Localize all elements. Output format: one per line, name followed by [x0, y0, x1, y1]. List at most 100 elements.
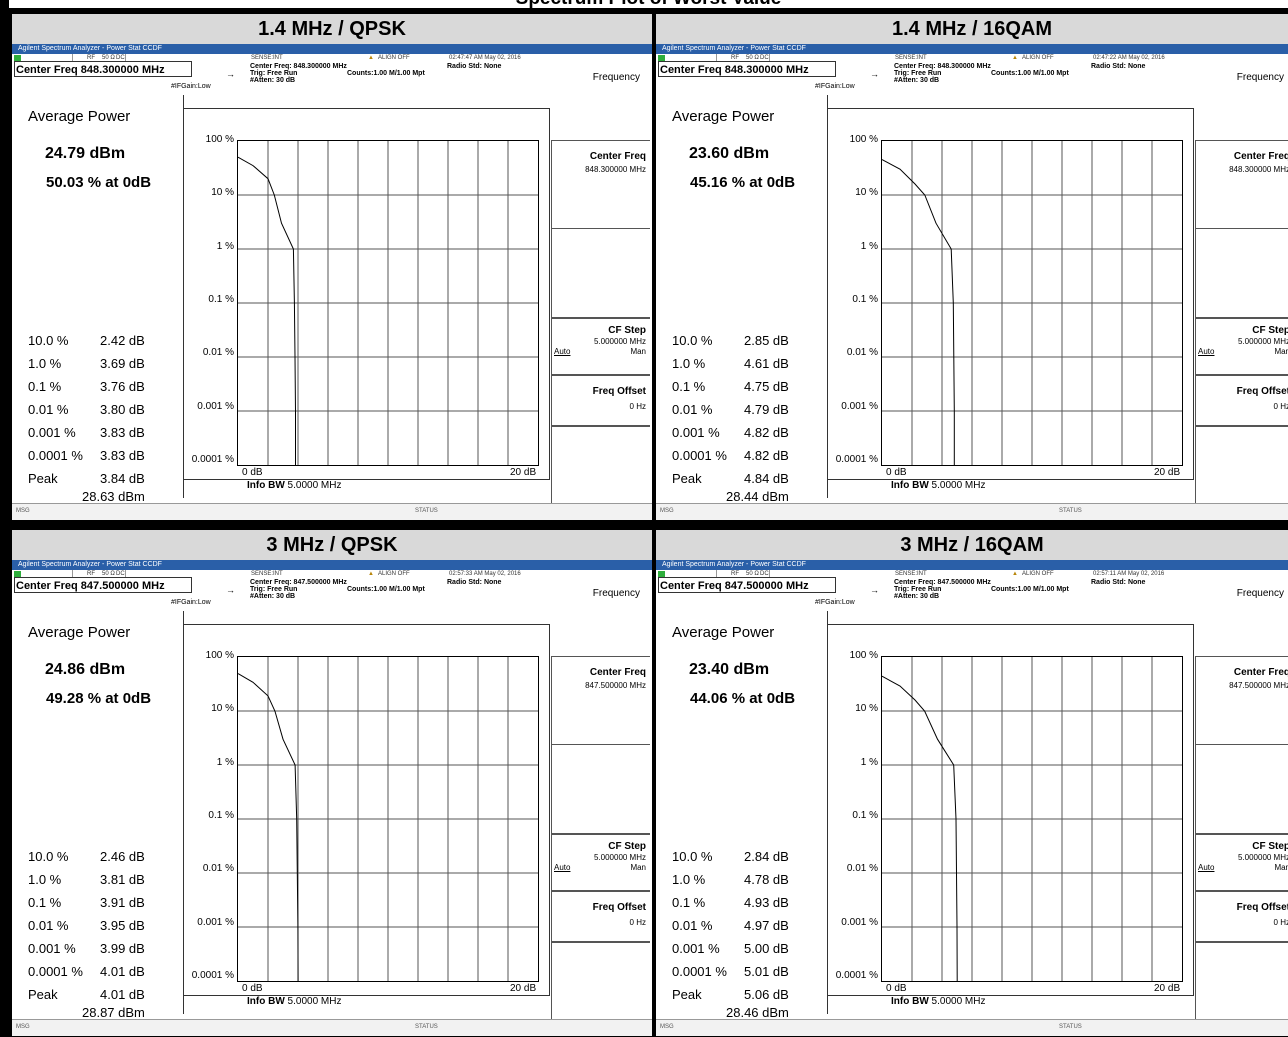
cf-step-auto[interactable]: Auto	[1198, 347, 1215, 356]
softkey-frequency-title: Frequency	[1195, 570, 1288, 656]
status-impedance: 50 Ω	[102, 571, 115, 577]
center-freq-title: Center Freq 848.300000 MHz	[658, 61, 836, 77]
cf-step-man[interactable]: Man	[630, 347, 646, 356]
cf-step-auto[interactable]: Auto	[554, 863, 571, 872]
warning-icon: ▲	[1012, 571, 1018, 577]
softkey-center-freq-value: 848.300000 MHz	[1229, 165, 1288, 174]
softkey-freq-offset[interactable]: Freq Offset 0 Hz	[1195, 375, 1288, 426]
stat-value: 4.61 dB	[744, 356, 789, 371]
cf-step-auto[interactable]: Auto	[1198, 863, 1215, 872]
y-tick-label: 0.1 %	[852, 809, 878, 821]
meas-center-freq: Center Freq: 848.300000 MHz	[894, 63, 991, 70]
ccdf-trace	[882, 159, 955, 465]
softkey-blank-2	[551, 942, 650, 1020]
stat-prob-label: 0.1 %	[28, 895, 62, 910]
stat-value: 5.00 dB	[744, 941, 789, 956]
y-tick-label: 0.001 %	[197, 400, 234, 412]
softkey-cf-step-label: CF Step	[608, 841, 646, 852]
softkey-center-freq[interactable]: Center Freq 847.500000 MHz	[1195, 656, 1288, 745]
peak-dbm: 28.63 dBm	[82, 489, 145, 504]
stat-prob-label: 10.0 %	[28, 849, 69, 864]
meas-radio-std: Radio Std: None	[447, 579, 502, 586]
message-bar: MSG STATUS	[656, 1019, 1288, 1036]
ccdf-plot	[237, 656, 539, 982]
x-axis-end: 20 dB	[1154, 983, 1181, 994]
status-rf: RF	[731, 571, 739, 577]
msg-label: MSG	[16, 1024, 30, 1030]
meas-trig: Trig: Free Run	[894, 586, 942, 593]
info-bw-label: Info BW	[247, 480, 285, 491]
stat-prob-label: 0.001 %	[28, 425, 76, 440]
stat-prob-label: 0.0001 %	[672, 448, 727, 463]
softkey-menu: Frequency Center Freq 847.500000 MHz CF …	[551, 570, 650, 1020]
stat-value: 3.83 dB	[100, 448, 145, 463]
ccdf-trace	[238, 673, 299, 981]
softkey-cf-step[interactable]: CF Step 5.000000 MHz Auto Man	[551, 834, 650, 891]
softkey-center-freq[interactable]: Center Freq 848.300000 MHz	[1195, 140, 1288, 229]
softkey-blank-1	[551, 229, 650, 318]
y-tick-label: 100 %	[205, 650, 234, 661]
results-pane: Average Power 24.79 dBm 50.03 % at 0dB 1…	[12, 95, 184, 504]
stat-value: 2.46 dB	[100, 849, 145, 864]
cf-step-man[interactable]: Man	[1274, 347, 1288, 356]
average-power-label: Average Power	[672, 108, 775, 125]
y-tick-label: 1 %	[860, 756, 878, 768]
peak-db: 4.84 dB	[744, 471, 789, 486]
message-bar: MSG STATUS	[12, 1019, 652, 1036]
status-box	[72, 570, 126, 578]
softkey-cf-step[interactable]: CF Step 5.000000 MHz Auto Man	[551, 318, 650, 375]
softkey-cf-step[interactable]: CF Step 5.000000 MHz Auto Man	[1195, 318, 1288, 375]
ccdf-plot	[881, 140, 1183, 466]
status-label: STATUS	[415, 508, 438, 514]
percent-at-0db: 45.16 % at 0dB	[690, 174, 796, 191]
info-bw-value: 5.0000 MHz	[931, 480, 986, 491]
cf-step-auto[interactable]: Auto	[554, 347, 571, 356]
softkey-freq-offset[interactable]: Freq Offset 0 Hz	[551, 891, 650, 942]
softkey-freq-offset-label: Freq Offset	[592, 902, 646, 913]
status-timestamp: 02:57:33 AM May 02, 2016	[449, 571, 521, 577]
warning-icon: ▲	[368, 571, 374, 577]
window-titlebar: Agilent Spectrum Analyzer - Power Stat C…	[12, 560, 652, 570]
softkey-freq-offset[interactable]: Freq Offset 0 Hz	[551, 375, 650, 426]
message-bar: MSG STATUS	[12, 503, 652, 520]
meas-ifgain: #IFGain:Low	[815, 83, 855, 90]
average-power-value: 24.79 dBm	[45, 145, 126, 162]
frequency-menu-title: Frequency	[592, 72, 640, 83]
x-axis-start: 0 dB	[242, 983, 263, 994]
info-bw-value: 5.0000 MHz	[287, 996, 342, 1007]
peak-label: Peak	[28, 987, 58, 1002]
y-tick-label: 0.01 %	[846, 347, 878, 359]
softkey-cf-step[interactable]: CF Step 5.000000 MHz Auto Man	[1195, 834, 1288, 891]
stat-prob-label: 0.01 %	[28, 402, 69, 417]
window-title: Agilent Spectrum Analyzer - Power Stat C…	[18, 561, 162, 568]
x-axis-end: 20 dB	[1154, 467, 1181, 478]
status-rf: RF	[731, 55, 739, 61]
peak-dbm: 28.87 dBm	[82, 1005, 145, 1020]
average-power-value: 23.40 dBm	[689, 661, 770, 678]
stat-value: 4.93 dB	[744, 895, 789, 910]
report-banner: Spectrum Plot of Worst Value	[9, 0, 1288, 8]
softkey-blank-1	[1195, 229, 1288, 318]
meas-atten: #Atten: 30 dB	[250, 77, 296, 84]
softkey-freq-offset-label: Freq Offset	[1236, 902, 1288, 913]
cf-step-man[interactable]: Man	[630, 863, 646, 872]
status-coupling: DC	[760, 571, 769, 577]
banner-title: Spectrum Plot of Worst Value	[9, 0, 1288, 8]
stat-value: 4.82 dB	[744, 448, 789, 463]
stat-value: 4.82 dB	[744, 425, 789, 440]
window-title: Agilent Spectrum Analyzer - Power Stat C…	[662, 561, 806, 568]
softkey-freq-offset[interactable]: Freq Offset 0 Hz	[1195, 891, 1288, 942]
softkey-center-freq[interactable]: Center Freq 848.300000 MHz	[551, 140, 650, 229]
ccdf-trace	[882, 675, 958, 981]
softkey-freq-offset-label: Freq Offset	[1236, 386, 1288, 397]
panel-header: 1.4 MHz / QPSK	[12, 14, 652, 44]
status-impedance: 50 Ω	[746, 571, 759, 577]
y-tick-label: 0.001 %	[841, 916, 878, 928]
softkey-center-freq[interactable]: Center Freq 847.500000 MHz	[551, 656, 650, 745]
y-tick-label: 0.001 %	[841, 400, 878, 412]
y-tick-label: 1 %	[216, 756, 234, 768]
average-power-label: Average Power	[28, 108, 131, 125]
cf-step-man[interactable]: Man	[1274, 863, 1288, 872]
peak-label: Peak	[672, 987, 702, 1002]
stat-value: 3.83 dB	[100, 425, 145, 440]
